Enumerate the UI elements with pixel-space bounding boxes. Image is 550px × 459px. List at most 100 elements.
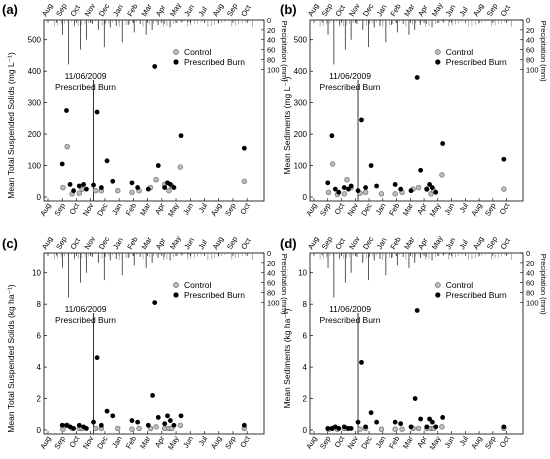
x-tick-label: Jun [442, 202, 456, 217]
y-axis-title: Mean Sediments (kg ha⁻¹) [282, 308, 292, 408]
x-tick-label-top: Aug [306, 2, 320, 18]
x-tick-label: Jan [110, 202, 124, 217]
point-control [357, 426, 363, 432]
point-burn [145, 186, 151, 192]
x-tick-label-top: May [430, 1, 445, 18]
x-tick-label-top: Dec [361, 2, 376, 18]
x-tick-label-top: Jun [182, 3, 196, 18]
y-tick-label: 8 [303, 300, 308, 309]
precip-tick-label: 100 [526, 298, 539, 307]
point-control [415, 425, 422, 432]
x-tick-label-top: Aug [306, 235, 320, 251]
x-tick-label-top: Apr [154, 236, 168, 251]
y-tick-label: 500 [28, 36, 42, 45]
x-tick-label-top: Sep [320, 235, 334, 251]
x-tick-label: Dec [95, 434, 110, 450]
precip-tick-label: 40 [526, 36, 534, 45]
point-burn [162, 185, 168, 190]
point-burn [408, 188, 414, 194]
point-burn [129, 418, 135, 423]
x-tick-label: Jan [374, 202, 388, 217]
x-tick-label: Aug [304, 202, 318, 218]
precip-tick-label: 20 [267, 259, 275, 268]
point-control [153, 177, 159, 183]
x-tick-label-top: Nov [347, 235, 362, 251]
x-tick-label: Sep [318, 202, 332, 218]
point-control [177, 164, 184, 170]
point-burn [341, 424, 347, 430]
x-tick-label-top: Jan [111, 3, 125, 18]
point-control [129, 426, 135, 432]
y-tick-label: 200 [294, 130, 308, 139]
legend-marker-control [434, 282, 441, 288]
x-tick-label: May [428, 434, 443, 451]
x-tick-label: May [428, 201, 443, 218]
point-burn [424, 186, 430, 192]
burn-annotation-label: Prescribed Burn [320, 82, 381, 92]
point-control [76, 190, 83, 196]
point-burn [418, 416, 424, 422]
x-tick-label: Jun [181, 202, 195, 217]
x-tick-label-top: Sep [485, 2, 499, 18]
point-control [115, 188, 121, 194]
y-tick-label: 8 [37, 300, 42, 309]
point-burn [155, 163, 161, 168]
x-tick-label: Mar [138, 201, 153, 217]
point-control [399, 426, 405, 432]
point-control [392, 191, 398, 197]
point-control [439, 424, 445, 430]
point-control [501, 186, 507, 192]
precip-tick-label: 0 [267, 249, 271, 258]
point-burn [501, 424, 507, 430]
point-burn [67, 182, 73, 187]
point-burn [145, 422, 151, 428]
x-tick-label: Sep [483, 202, 497, 218]
point-control [136, 425, 142, 432]
x-tick-label-top: Oct [333, 236, 347, 251]
x-tick-label-top: Dec [361, 235, 376, 251]
point-burn [98, 185, 104, 190]
point-burn [94, 355, 100, 361]
point-burn [501, 156, 507, 162]
x-tick-label-top: May [168, 1, 183, 18]
y-tick-label: 6 [37, 332, 42, 341]
point-control [92, 188, 99, 194]
point-control [241, 178, 248, 184]
point-burn [104, 408, 110, 414]
x-tick-label-top: Oct [239, 236, 253, 251]
point-control [378, 191, 385, 197]
precip-tick-label: 40 [526, 269, 534, 278]
precip-tick-label: 20 [267, 26, 275, 35]
x-tick-label-top: Aug [40, 2, 54, 18]
x-tick-label: Feb [124, 435, 138, 451]
point-burn [368, 410, 374, 416]
point-burn [414, 75, 420, 80]
point-burn [94, 109, 100, 115]
y-axis-title: Mean Total Suspended Solids (mg L⁻¹) [6, 52, 16, 199]
precip-tick-label: 20 [526, 259, 534, 268]
point-burn [76, 183, 82, 189]
point-burn [336, 189, 342, 195]
x-tick-label-top: Feb [125, 2, 139, 18]
x-tick-label-top: Jun [444, 236, 458, 251]
x-tick-label: Sep [223, 435, 237, 451]
x-tick-label: Feb [387, 435, 401, 451]
point-control [115, 425, 121, 432]
x-tick-label: Feb [124, 202, 138, 218]
x-tick-label-top: Apr [416, 3, 430, 18]
point-burn [392, 419, 398, 425]
point-burn [171, 422, 177, 428]
x-tick-label: Aug [469, 435, 483, 451]
x-tick-label-top: Aug [471, 2, 485, 18]
point-burn [345, 186, 351, 192]
precip-tick-label: 100 [526, 65, 539, 74]
point-burn [155, 415, 161, 420]
x-tick-label: Jul [197, 434, 210, 447]
y-tick-label: 4 [37, 363, 42, 372]
point-burn [341, 185, 347, 190]
x-tick-label-top: Nov [83, 235, 98, 251]
y-tick-label: 300 [28, 99, 42, 108]
x-tick-label-top: Aug [40, 235, 54, 251]
point-burn [418, 167, 424, 173]
